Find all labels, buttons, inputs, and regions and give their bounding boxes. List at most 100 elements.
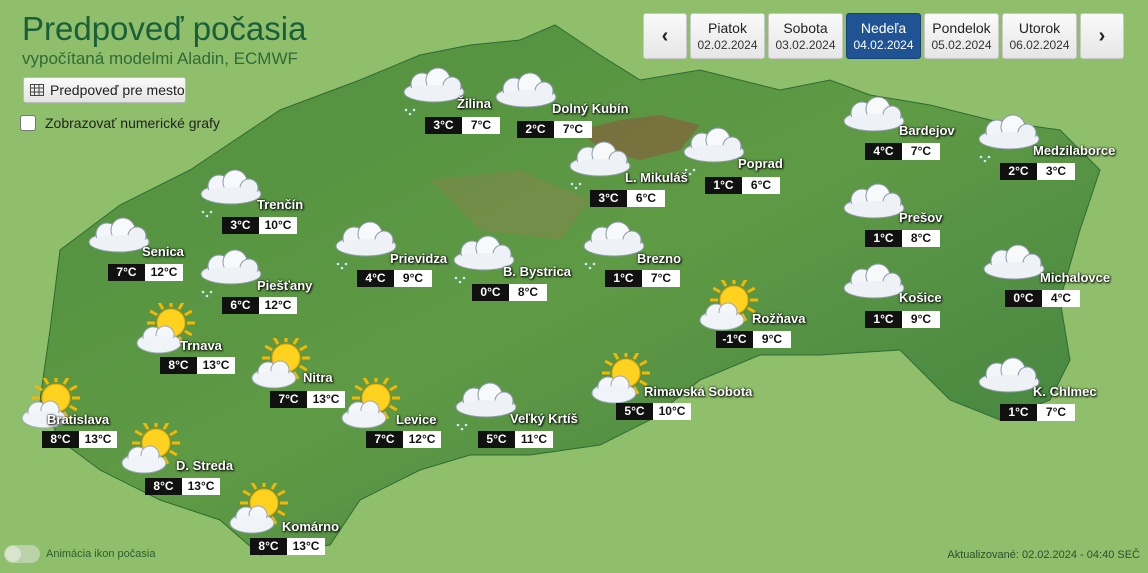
cloud-drizzle-icon [200, 169, 262, 218]
min-temp: 7°C [270, 391, 307, 408]
toggle-switch[interactable] [4, 545, 40, 563]
day-name: Nedeľa [860, 20, 907, 36]
temperature-box: 3°C 7°C [425, 117, 500, 134]
city-name[interactable]: Brezno [637, 251, 682, 266]
min-temp: 3°C [425, 117, 462, 134]
city-name[interactable]: Michalovce [1040, 270, 1111, 285]
city-name[interactable]: Veľký Krtíš [510, 411, 578, 426]
day-tab-piatok[interactable]: Piatok 02.02.2024 [690, 13, 765, 59]
temperature-box: 7°C 12°C [366, 431, 441, 448]
max-temp: 7°C [642, 270, 680, 287]
temperature-box: 1°C 7°C [605, 270, 680, 287]
day-name: Utorok [1018, 20, 1061, 36]
city-name[interactable]: Trnava [180, 338, 222, 353]
cloud-drizzle-icon [200, 249, 262, 298]
day-tab-sobota[interactable]: Sobota 03.02.2024 [768, 13, 843, 59]
day-name: Pondelok [932, 20, 991, 36]
max-temp: 8°C [902, 230, 940, 247]
max-temp: 12°C [145, 264, 183, 281]
min-temp: 1°C [1000, 404, 1037, 421]
min-temp: 7°C [366, 431, 403, 448]
min-temp: 0°C [472, 284, 509, 301]
temperature-box: 4°C 9°C [357, 270, 432, 287]
max-temp: 9°C [902, 311, 940, 328]
cloud-drizzle-icon [335, 221, 397, 270]
city-forecast-button[interactable]: Predpoveď pre mesto [23, 77, 186, 103]
max-temp: 13°C [287, 538, 325, 555]
city-name[interactable]: Senica [142, 244, 184, 259]
city-name[interactable]: Dolný Kubín [552, 101, 629, 116]
min-temp: 3°C [222, 217, 259, 234]
city-name[interactable]: Žilina [457, 96, 491, 111]
day-name: Sobota [783, 20, 828, 36]
city-name[interactable]: Trenčín [257, 197, 304, 212]
temperature-box: 8°C 13°C [160, 357, 235, 374]
day-selector: ‹ Piatok 02.02.2024 Sobota 03.02.2024 Nedeľa… [643, 13, 1124, 59]
min-temp: 1°C [865, 230, 902, 247]
city-name[interactable]: K. Chlmec [1033, 384, 1097, 399]
numeric-graphs-checkbox[interactable]: Zobrazovať numerické grafy [20, 115, 220, 131]
city-name[interactable]: Bratislava [47, 412, 110, 427]
min-temp: 2°C [517, 121, 554, 138]
city-name[interactable]: Rimavská Sobota [644, 384, 753, 399]
max-temp: 13°C [307, 391, 345, 408]
cloud-icon [843, 183, 905, 219]
city-name[interactable]: Prešov [899, 210, 943, 225]
min-temp: 3°C [590, 190, 627, 207]
updated-timestamp: Aktualizované: 02.02.2024 - 04:40 SEČ [947, 549, 1140, 561]
checkbox-box[interactable] [20, 115, 36, 131]
min-temp: 4°C [865, 143, 902, 160]
day-tab-nedeľa[interactable]: Nedeľa 04.02.2024 [846, 13, 921, 59]
day-tab-pondelok[interactable]: Pondelok 05.02.2024 [924, 13, 999, 59]
day-date: 05.02.2024 [931, 38, 992, 52]
cloud-icon [978, 357, 1040, 393]
cloud-icon [495, 72, 557, 108]
sun-cloud-icon [341, 378, 400, 429]
temperature-box: 7°C 12°C [108, 264, 183, 281]
city-name[interactable]: Piešťany [257, 278, 313, 293]
animation-toggle[interactable]: Animácia ikon počasia [4, 545, 155, 563]
city-name[interactable]: B. Bystrica [503, 264, 571, 279]
min-temp: 5°C [616, 403, 653, 420]
min-temp: -1°C [716, 331, 753, 348]
table-icon [30, 84, 44, 96]
cloud-icon [843, 96, 905, 132]
temperature-box: -1°C 9°C [716, 331, 791, 348]
city-name[interactable]: Komárno [282, 519, 340, 534]
min-temp: 8°C [160, 357, 197, 374]
temperature-box: 1°C 6°C [705, 177, 780, 194]
day-date: 06.02.2024 [1009, 38, 1070, 52]
min-temp: 5°C [478, 431, 515, 448]
cloud-drizzle-icon [978, 114, 1040, 163]
city-name[interactable]: Poprad [738, 156, 783, 171]
city-name[interactable]: L. Mikuláš [625, 170, 688, 185]
max-temp: 7°C [554, 121, 592, 138]
temperature-box: 5°C 11°C [478, 431, 553, 448]
city-name[interactable]: Levice [396, 412, 437, 427]
temperature-box: 7°C 13°C [270, 391, 345, 408]
city-name[interactable]: Bardejov [899, 123, 955, 138]
max-temp: 10°C [259, 217, 297, 234]
max-temp: 13°C [197, 357, 235, 374]
day-tab-utorok[interactable]: Utorok 06.02.2024 [1002, 13, 1077, 59]
city-name[interactable]: Medzilaborce [1033, 143, 1116, 158]
city-name[interactable]: Nitra [303, 370, 333, 385]
prev-day-button[interactable]: ‹ [643, 13, 687, 59]
max-temp: 7°C [1037, 404, 1075, 421]
page-title: Predpoveď počasia [22, 10, 307, 47]
city-forecast-label: Predpoveď pre mesto [50, 82, 185, 98]
city-name[interactable]: Prievidza [390, 251, 448, 266]
city-name[interactable]: D. Streda [176, 458, 234, 473]
day-date: 02.02.2024 [697, 38, 758, 52]
temperature-box: 2°C 7°C [517, 121, 592, 138]
cloud-drizzle-icon [683, 127, 745, 176]
temperature-box: 0°C 4°C [1005, 290, 1080, 307]
city-name[interactable]: Rožňava [752, 311, 806, 326]
city-name[interactable]: Košice [899, 290, 942, 305]
next-day-button[interactable]: › [1080, 13, 1124, 59]
max-temp: 11°C [515, 431, 553, 448]
cloud-drizzle-icon [453, 235, 515, 284]
min-temp: 1°C [865, 311, 902, 328]
temperature-box: 8°C 13°C [250, 538, 325, 555]
max-temp: 10°C [653, 403, 691, 420]
